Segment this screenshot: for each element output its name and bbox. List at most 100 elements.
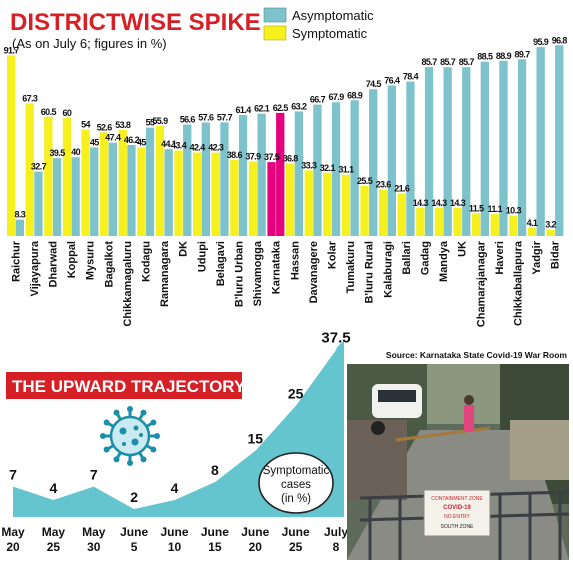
category-label: Koppal [66, 241, 78, 278]
value-label-symptomatic: 33.3 [301, 160, 317, 170]
value-label-asymptomatic: 62.1 [254, 104, 270, 114]
sign-line-2: COVID-19 [443, 505, 471, 511]
category-label: Mysuru [85, 241, 97, 280]
value-label-symptomatic: 31.1 [338, 165, 354, 175]
value-label-symptomatic: 53.8 [115, 120, 131, 130]
value-label-asymptomatic: 85.7 [440, 57, 456, 67]
value-label-asymptomatic: 89.7 [514, 49, 530, 59]
bar-asymptomatic [15, 219, 24, 236]
category-label: Tumakuru [345, 241, 357, 293]
value-label-asymptomatic: 85.7 [459, 57, 475, 67]
bar-asymptomatic [201, 122, 210, 236]
bar-asymptomatic [406, 81, 415, 236]
trajectory-x-month: July [324, 525, 348, 539]
category-label: Chikkamagaluru [122, 241, 134, 327]
category-label: Dharwad [48, 241, 60, 287]
top-chart-subtitle: (As on July 6; figures in %) [12, 36, 167, 51]
bar-symptomatic [174, 150, 183, 236]
category-label: UK [457, 241, 469, 257]
trajectory-x-day: 25 [289, 540, 303, 554]
value-label-asymptomatic: 61.4 [235, 105, 251, 115]
bar-asymptomatic [108, 142, 117, 236]
bar-asymptomatic [443, 67, 452, 237]
top-chart-title: DISTRICTWISE SPIKE [10, 9, 261, 36]
bar-asymptomatic [350, 100, 359, 236]
category-label: Ramanagara [159, 240, 171, 307]
value-label-symptomatic: 38.6 [227, 150, 243, 160]
category-label: DK [178, 241, 190, 257]
bar-symptomatic [248, 161, 258, 236]
bar-asymptomatic [555, 45, 564, 236]
trajectory-value: 37.5 [321, 329, 350, 346]
bar-asymptomatic [462, 67, 471, 237]
value-label-asymptomatic: 44.1 [161, 139, 177, 149]
bar-symptomatic [434, 207, 444, 236]
trajectory-title-bg [6, 372, 242, 399]
bar-symptomatic [267, 162, 276, 236]
value-label-asymptomatic: 56.6 [180, 114, 196, 124]
value-label-asymptomatic: 68.9 [347, 90, 363, 100]
trajectory-x-day: 5 [131, 540, 138, 554]
districtwise-value-labels: 91.78.367.332.760.539.56040544552.647.45… [4, 35, 568, 229]
value-label-asymptomatic: 55 [146, 118, 155, 128]
bar-asymptomatic [238, 115, 248, 236]
category-label: Gadag [420, 241, 432, 275]
value-label-symptomatic: 60 [63, 108, 72, 118]
value-label-symptomatic: 37.9 [245, 151, 261, 161]
bar-symptomatic [25, 103, 34, 236]
category-label: Kolar [327, 240, 339, 269]
bar-symptomatic [379, 189, 388, 236]
bar-symptomatic [100, 132, 109, 236]
legend-label-asymptomatic: Asymptomatic [292, 8, 374, 23]
category-label: Raichur [10, 240, 22, 282]
value-label-symptomatic: 14.3 [413, 198, 429, 208]
trajectory-x-day: 8 [333, 540, 340, 554]
value-label-symptomatic: 42.4 [190, 142, 206, 152]
value-label-symptomatic: 32.1 [320, 163, 336, 173]
bar-symptomatic [546, 229, 555, 236]
bar-symptomatic [360, 185, 369, 236]
sign-line-4: SOUTH ZONE [441, 524, 474, 530]
category-label: Yadgir [531, 240, 543, 274]
trajectory-x-day: 15 [208, 540, 222, 554]
districtwise-category-labels: Raichur Vijayapura Dharwad Koppal Mysuru Baga… [10, 240, 561, 327]
value-label-symptomatic: 14.3 [450, 198, 466, 208]
trajectory-value: 4 [171, 480, 179, 496]
value-label-symptomatic: 36.8 [283, 154, 299, 164]
sign-line-1: CONTAINMENT ZONE [431, 496, 483, 502]
value-label-asymptomatic: 88.9 [496, 51, 512, 61]
value-label-asymptomatic: 57.6 [198, 113, 214, 123]
bar-asymptomatic [183, 124, 192, 236]
trajectory-title: THE UPWARD TRAJECTORY [12, 377, 246, 396]
annotation-line-1: Symptomatic [263, 465, 330, 477]
trajectory-value: 7 [9, 467, 17, 483]
person-icon [464, 405, 474, 431]
value-label-asymptomatic: 40 [71, 147, 80, 157]
value-label-asymptomatic: 8.3 [14, 210, 25, 220]
annotation-line-3: (in %) [281, 493, 311, 505]
trajectory-x-month: June [201, 525, 229, 539]
trajectory-value: 25 [288, 386, 304, 402]
districtwise-bars [7, 45, 564, 237]
scooter-icon [371, 421, 385, 435]
category-label: Kalaburagi [382, 241, 394, 298]
bar-symptomatic [472, 213, 481, 236]
value-label-asymptomatic: 88.5 [477, 52, 493, 62]
value-label-asymptomatic: 46.2 [124, 135, 140, 145]
trajectory-x-month: June [282, 525, 310, 539]
category-label: Bagalkot [103, 241, 115, 288]
value-label-symptomatic: 3.2 [545, 220, 556, 230]
legend-swatch-asymptomatic [263, 7, 287, 23]
bar-symptomatic [211, 152, 220, 236]
trajectory-x-day: 20 [249, 540, 263, 554]
value-label-symptomatic: 4.1 [527, 218, 538, 228]
bar-asymptomatic [313, 104, 322, 236]
value-label-symptomatic: 37.5 [264, 152, 280, 162]
bar-asymptomatic [294, 111, 303, 236]
category-label: Davanagere [308, 241, 320, 303]
category-label: Bidar [550, 240, 562, 269]
bar-asymptomatic [52, 158, 62, 236]
value-label-symptomatic: 11.1 [487, 204, 502, 214]
